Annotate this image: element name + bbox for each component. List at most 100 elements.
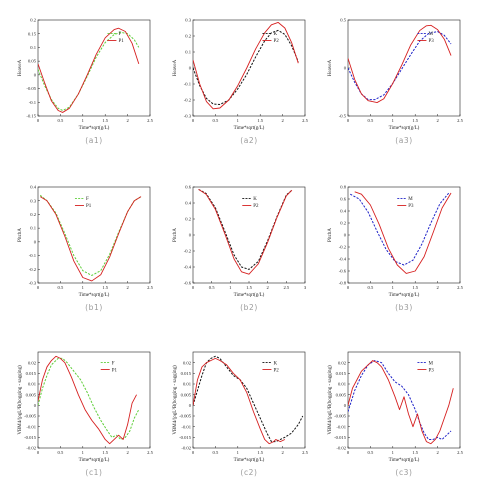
y-tick-label: 0.015 [336, 371, 347, 376]
y-tick-label: -0.05 [26, 86, 36, 91]
y-tick-label: 0.6 [340, 197, 346, 202]
y-axis-label: HeaveA [173, 59, 178, 76]
x-tick-label: 2.5 [147, 285, 153, 290]
y-tick-label: -0.8 [339, 281, 347, 286]
panel-a2: 0 0.5 1 1.5 2 2.5 -0.3 -0.2 -0.1 0 0.1 0.2 0.3 Time*s… [173, 18, 309, 145]
x-tick-label: 1 [229, 285, 232, 290]
y-tick-label: -0.1 [29, 253, 37, 258]
y-tick-label: 0.015 [26, 371, 37, 376]
plot-frame [347, 186, 461, 284]
x-tick-label: 3 [304, 285, 307, 290]
y-tick-label: 0.5 [340, 18, 346, 23]
y-tick-label: 0 [189, 66, 192, 71]
panel-c3: 0 0.5 1 1.5 2 2.5 -0.02 -0.015 -0.01 -0.005 0 0.005… [327, 351, 464, 477]
x-tick-label: 2 [126, 118, 129, 123]
series-line-P2 [193, 357, 286, 445]
y-tick-label: 0.01 [338, 382, 347, 387]
y-tick-label: 0.4 [340, 209, 346, 214]
series-line-P1 [40, 196, 142, 282]
panel-label: (b1) [85, 303, 103, 312]
x-tick-label: 2 [267, 285, 270, 290]
y-tick-label: 0 [344, 233, 347, 238]
series-line-P2 [198, 189, 293, 275]
legend-label-P1: P1 [112, 368, 118, 373]
x-tick-label: 1.5 [257, 118, 263, 123]
x-axis-label: Time*sqrt(g/L) [79, 293, 110, 298]
y-tick-label: 0.005 [181, 392, 192, 397]
series-line-M [348, 360, 452, 440]
series-line-K [193, 355, 304, 443]
legend-label-P2: P2 [273, 39, 279, 44]
x-tick-label: 1 [392, 450, 395, 455]
y-tick-label: -0.6 [184, 281, 192, 286]
x-tick-label: 1.5 [246, 285, 252, 290]
y-tick-label: -0.2 [29, 267, 37, 272]
x-tick-label: 1.5 [412, 285, 418, 290]
x-tick-label: 1.5 [102, 285, 108, 290]
y-axis-label: VBM4/(ρgL³B(hogging - sagging) [17, 365, 23, 435]
x-tick-label: 1 [82, 285, 85, 290]
legend-label-M: M [428, 32, 433, 37]
y-tick-label: -0.015 [24, 435, 37, 440]
y-tick-label: -0.005 [179, 414, 192, 419]
legend-label-M: M [428, 361, 433, 366]
y-tick-label: -0.3 [29, 281, 37, 286]
legend-label-P3: P3 [428, 368, 434, 373]
x-tick-label: 0.5 [368, 118, 374, 123]
panel-a1: 0 0.5 1 1.5 2 2.5 -0.15 -0.1 -0.05 0 0.05 0.1 0.15 0.… [18, 18, 154, 145]
y-tick-label: -0.15 [26, 114, 36, 119]
x-tick-label: 0.5 [58, 450, 64, 455]
x-tick-label: 2.5 [147, 118, 153, 123]
y-tick-label: -0.02 [336, 446, 346, 451]
x-tick-label: 0 [347, 285, 350, 290]
y-tick-label: 0.1 [30, 45, 36, 50]
y-tick-label: -0.1 [29, 100, 37, 105]
x-tick-label: 0.5 [58, 118, 64, 123]
plot-frame [192, 351, 306, 449]
y-tick-label: 0.15 [28, 31, 37, 36]
y-tick-label: -0.015 [334, 435, 347, 440]
y-tick-label: 0.6 [185, 185, 191, 190]
x-tick-label: 2.5 [302, 450, 308, 455]
x-tick-label: 2.5 [283, 285, 289, 290]
x-tick-label: 1.5 [257, 450, 263, 455]
x-tick-label: 1 [392, 118, 395, 123]
x-tick-label: 0 [192, 450, 195, 455]
x-tick-label: 0.5 [209, 285, 215, 290]
y-tick-label: -0.3 [184, 114, 192, 119]
series-line-P3 [348, 24, 452, 104]
y-tick-label: 0.015 [181, 371, 192, 376]
legend-label-F: F [112, 361, 115, 366]
y-axis-label: HeaveA [18, 59, 23, 76]
plot-frame [192, 186, 306, 284]
x-tick-label: 0 [192, 285, 195, 290]
x-tick-label: 0 [347, 118, 350, 123]
y-axis-label: PitchA [173, 228, 178, 242]
y-tick-label: -0.01 [336, 424, 346, 429]
y-tick-label: 0.02 [28, 360, 37, 365]
legend-label-P1: P1 [86, 204, 92, 209]
y-axis-label: HeaveA [328, 59, 333, 76]
series-line-K [193, 29, 299, 105]
y-tick-label: -0.1 [184, 82, 192, 87]
y-tick-label: 0.01 [183, 382, 192, 387]
y-tick-label: 0.3 [185, 18, 191, 23]
series-line-P2 [193, 21, 299, 110]
y-tick-label: -0.2 [339, 245, 347, 250]
panel-label: (c1) [85, 468, 102, 477]
x-tick-label: 2 [281, 118, 284, 123]
x-axis-label: Time*sqrt(g/L) [234, 126, 265, 131]
x-tick-label: 0 [37, 450, 40, 455]
y-tick-label: 0 [34, 403, 37, 408]
x-tick-label: 1.5 [102, 118, 108, 123]
x-tick-label: 0 [347, 450, 350, 455]
y-tick-label: -0.015 [179, 435, 192, 440]
plot-frame [37, 351, 151, 449]
series-line-M [348, 31, 452, 101]
x-tick-label: 2.5 [147, 450, 153, 455]
legend-label-K: K [253, 197, 257, 202]
x-tick-label: 1 [82, 450, 85, 455]
y-tick-label: 0.1 [30, 226, 36, 231]
y-tick-label: -0.01 [26, 424, 36, 429]
series-line-F [38, 357, 140, 440]
